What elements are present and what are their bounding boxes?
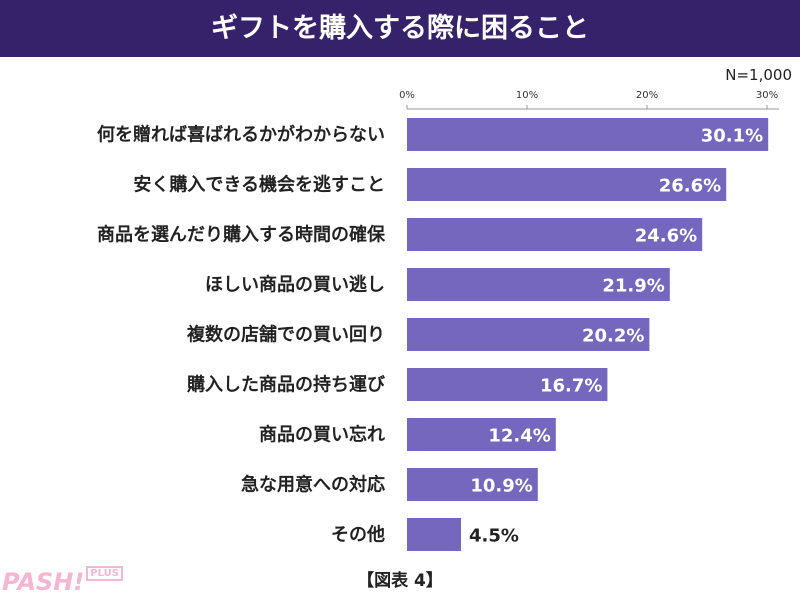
data-label: 10.9% bbox=[470, 476, 532, 497]
pash-plus-logo: PASH! PLUS bbox=[2, 566, 123, 596]
bar bbox=[407, 168, 727, 201]
sample-size-note: N=1,000 bbox=[725, 66, 792, 84]
category-label: 商品の買い忘れ bbox=[259, 424, 385, 446]
data-label: 26.6% bbox=[659, 176, 721, 197]
bar bbox=[407, 118, 769, 151]
bar bbox=[407, 418, 556, 451]
category-label: 何を贈れば喜ばれるかがわからない bbox=[97, 124, 385, 146]
category-label: 安く購入できる機会を逃すこと bbox=[133, 174, 385, 196]
chart-title: ギフトを購入する際に困ること bbox=[0, 0, 800, 57]
x-tick-label: 20% bbox=[636, 90, 658, 101]
data-label: 24.6% bbox=[635, 226, 697, 247]
bar bbox=[407, 468, 538, 501]
bar bbox=[407, 318, 650, 351]
x-tick-label: 30% bbox=[756, 90, 778, 101]
figure-caption: 【図表 4】 bbox=[357, 571, 443, 591]
data-label: 20.2% bbox=[582, 326, 644, 347]
data-label: 12.4% bbox=[488, 426, 550, 447]
data-label: 16.7% bbox=[540, 376, 602, 397]
category-label: 急な用意への対応 bbox=[241, 474, 385, 496]
category-label: 購入した商品の持ち運び bbox=[186, 374, 386, 396]
data-label: 4.5% bbox=[469, 526, 519, 547]
x-tick-label: 0% bbox=[399, 90, 415, 101]
bar bbox=[407, 268, 670, 301]
data-label: 21.9% bbox=[602, 276, 664, 297]
category-label: 商品を選んだり購入する時間の確保 bbox=[97, 224, 386, 246]
bar bbox=[407, 368, 608, 401]
bar bbox=[407, 518, 461, 551]
data-label: 30.1% bbox=[701, 126, 763, 147]
category-label: 複数の店舗での買い回り bbox=[186, 324, 385, 346]
x-tick-label: 10% bbox=[516, 90, 538, 101]
category-label: ほしい商品の買い逃し bbox=[205, 274, 385, 296]
category-label: その他 bbox=[331, 524, 385, 546]
bar bbox=[407, 218, 703, 251]
